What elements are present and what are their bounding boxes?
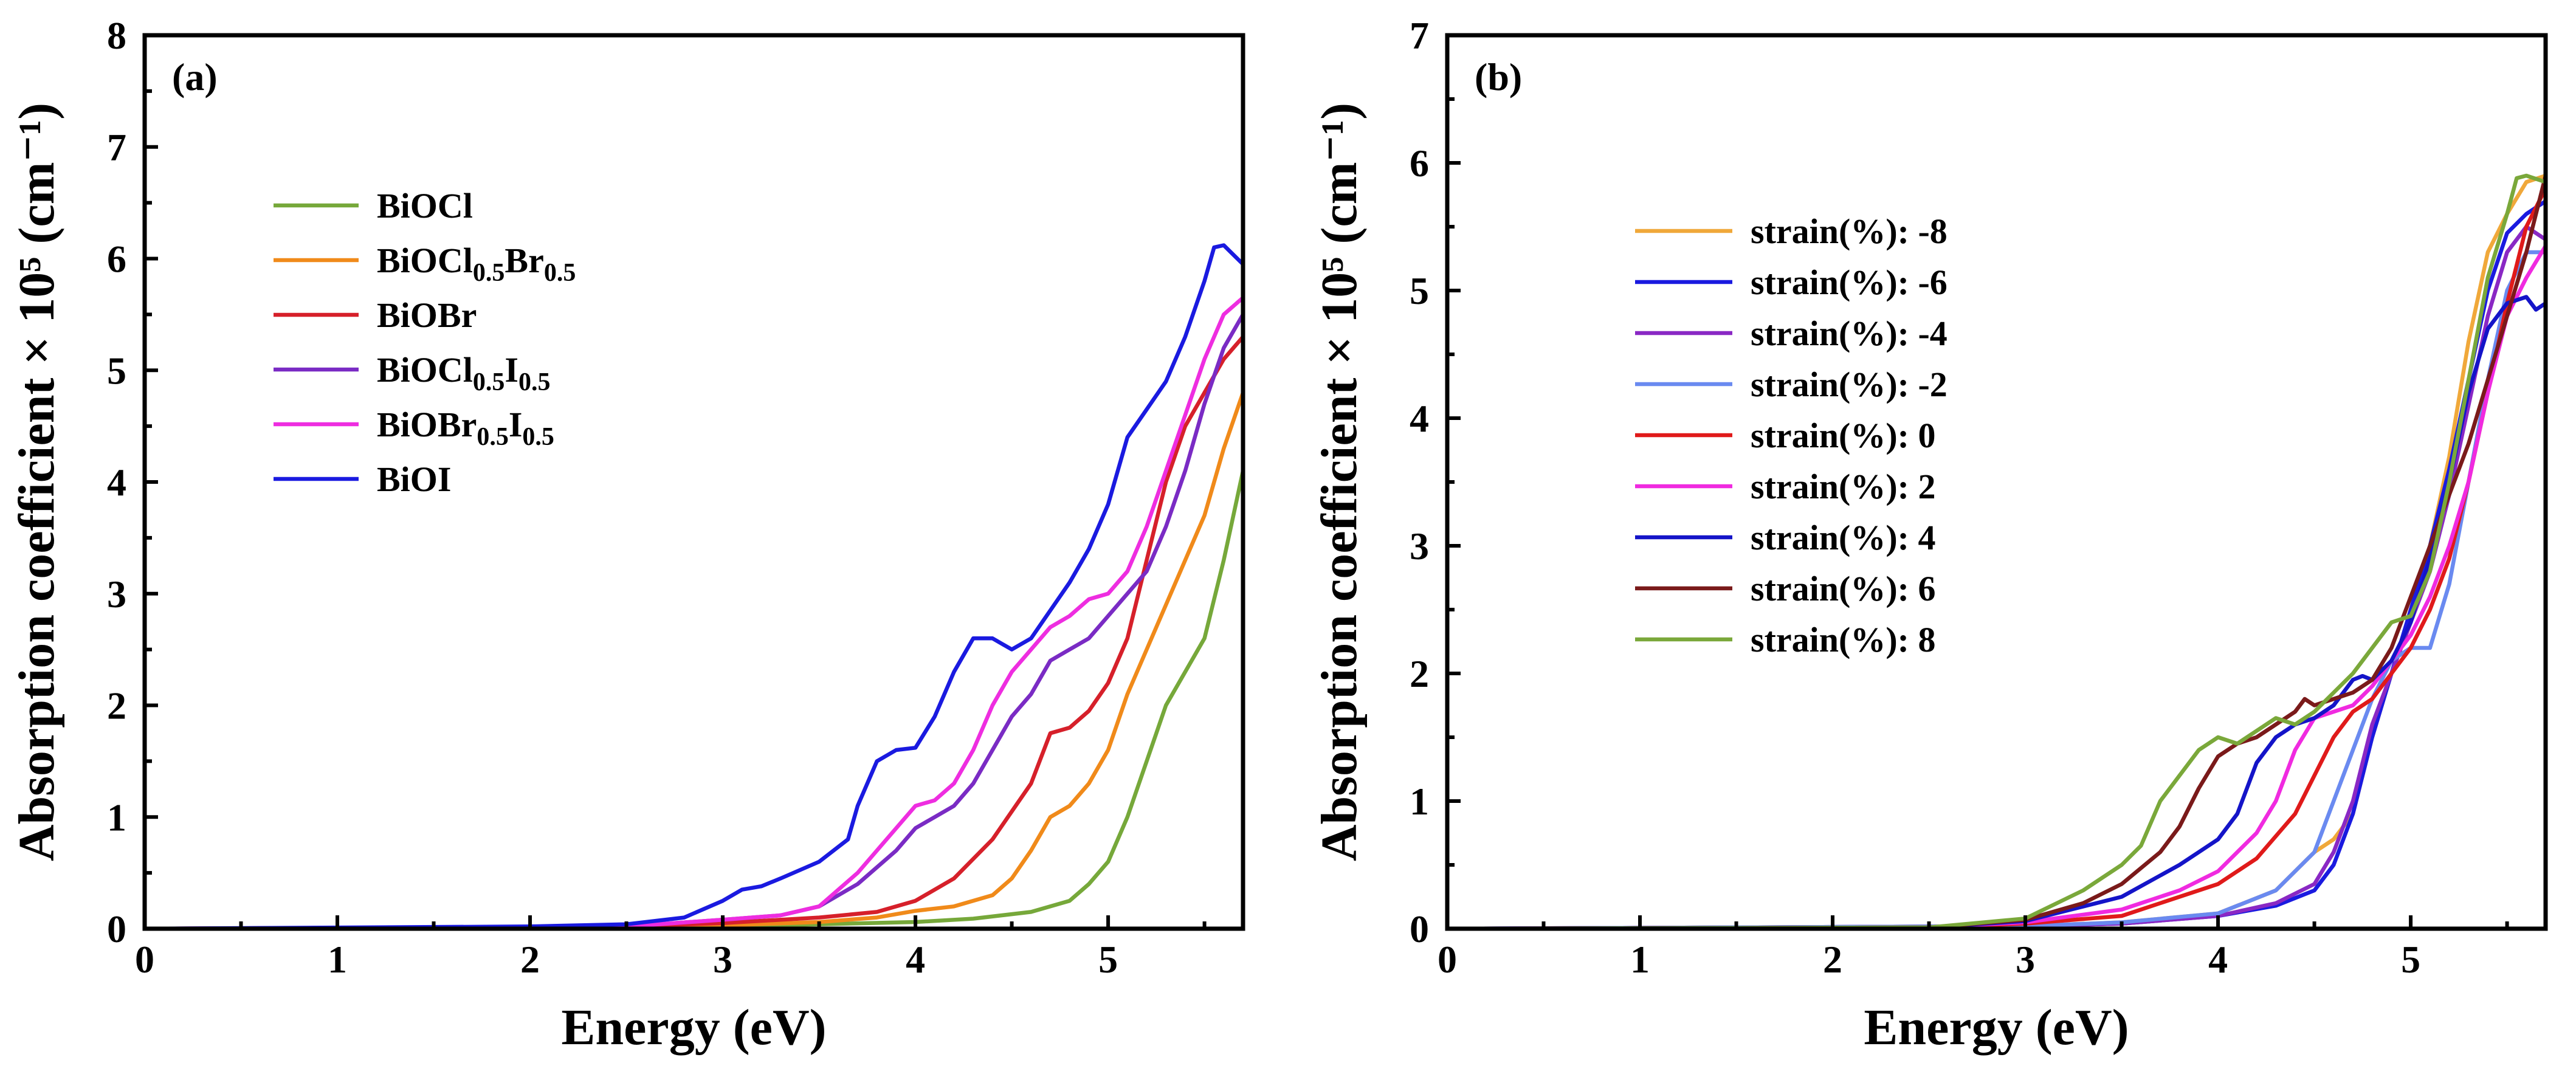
legend: BiOCl BiOCl0.5Br0.5 BiOBr BiOCl0.5I0.5 BiOBr… xyxy=(274,186,576,499)
x-tick-label: 4 xyxy=(2208,938,2228,981)
x-tick-label: 5 xyxy=(2401,938,2420,981)
x-tick-label: 0 xyxy=(135,938,154,981)
y-tick-label: 6 xyxy=(107,238,126,281)
legend-item: strain(%): 2 xyxy=(1635,467,1935,506)
legend-item: strain(%): 4 xyxy=(1635,518,1935,557)
legend-label: strain(%): 8 xyxy=(1751,620,1935,659)
y-tick-label: 7 xyxy=(107,126,126,169)
series-line-strain-2 xyxy=(1447,244,2546,929)
chart-panel-b: 0 1 2 3 4 5 0 1 2 3 4 5 6 7 Energy (eV) Absorption coef… xyxy=(1311,14,2548,1056)
legend-label: strain(%): -8 xyxy=(1751,212,1947,251)
legend-item: BiOBr xyxy=(274,295,477,335)
x-tick-label: 1 xyxy=(1630,938,1650,981)
y-tick-label: 8 xyxy=(107,14,126,57)
legend-item: BiOBr0.5I0.5 xyxy=(274,405,554,451)
series-line-strain--2 xyxy=(1447,250,2546,929)
y-tick-label: 0 xyxy=(1410,907,1429,951)
legend-item: strain(%): 8 xyxy=(1635,620,1935,659)
x-tick-label: 3 xyxy=(2016,938,2035,981)
y-tick-label: 2 xyxy=(1410,652,1429,695)
y-tick-label: 6 xyxy=(1410,142,1429,185)
legend-item: strain(%): -8 xyxy=(1635,212,1947,251)
series-line-strain-6 xyxy=(1447,173,2546,929)
legend-label: BiOCl0.5Br0.5 xyxy=(377,241,576,287)
legend-item: BiOCl0.5I0.5 xyxy=(274,350,551,396)
legend-item: strain(%): 6 xyxy=(1635,569,1935,608)
series-line-BiOCl0-5I0-5 xyxy=(145,312,1243,929)
y-tick-label: 3 xyxy=(1410,525,1429,568)
legend-label: strain(%): 6 xyxy=(1751,569,1935,608)
series-lines xyxy=(1447,173,2546,929)
x-tick-label: 2 xyxy=(1823,938,1842,981)
legend-item: strain(%): -2 xyxy=(1635,365,1947,404)
y-tick-label: 3 xyxy=(107,573,126,616)
series-line-strain-4 xyxy=(1447,295,2546,929)
y-tick-label: 1 xyxy=(1410,780,1429,823)
series-line-BiOCl xyxy=(145,469,1243,929)
y-tick-label: 5 xyxy=(1410,269,1429,312)
x-axis-title: Energy (eV) xyxy=(1864,999,2129,1056)
legend-item: strain(%): -6 xyxy=(1635,263,1947,302)
series-line-strain-8 xyxy=(1447,173,2546,929)
y-axis-title: Absorption coefficient × 10⁵ (cm⁻¹) xyxy=(1311,103,1368,861)
y-axis-title: Absorption coefficient × 10⁵ (cm⁻¹) xyxy=(9,103,65,861)
y-tick-label: 1 xyxy=(107,796,126,839)
panel-label: (a) xyxy=(172,55,218,98)
series-line-BiOI xyxy=(145,243,1243,929)
legend-item: strain(%): 0 xyxy=(1635,416,1935,455)
y-tick-label: 5 xyxy=(107,349,126,392)
panel-label: (b) xyxy=(1475,55,1522,98)
series-line-strain--6 xyxy=(1447,199,2546,929)
y-tick-label: 2 xyxy=(107,684,126,728)
legend-label: strain(%): -4 xyxy=(1751,314,1947,353)
legend-label: strain(%): 2 xyxy=(1751,467,1935,506)
x-tick-label: 4 xyxy=(906,938,925,981)
x-tick-label: 2 xyxy=(520,938,540,981)
series-line-strain--4 xyxy=(1447,224,2546,929)
x-tick-label: 3 xyxy=(713,938,732,981)
series-lines xyxy=(145,243,1243,929)
legend-label: strain(%): -2 xyxy=(1751,365,1947,404)
legend-label: BiOBr xyxy=(377,295,477,335)
legend-label: strain(%): -6 xyxy=(1751,263,1947,302)
plot-frame xyxy=(1445,33,2548,931)
legend-label: BiOBr0.5I0.5 xyxy=(377,405,554,451)
legend-label: BiOCl0.5I0.5 xyxy=(377,350,551,396)
y-tick-label: 0 xyxy=(107,907,126,951)
y-tick-label: 4 xyxy=(1410,397,1429,440)
series-line-BiOBr0-5I0-5 xyxy=(145,295,1243,929)
legend-item: BiOI xyxy=(274,459,452,499)
legend: strain(%): -8 strain(%): -6 strain(%): -4 s… xyxy=(1635,212,1947,659)
y-tick-label: 7 xyxy=(1410,14,1429,57)
x-tick-label: 1 xyxy=(328,938,347,981)
legend-item: BiOCl0.5Br0.5 xyxy=(274,241,576,287)
series-line-strain--8 xyxy=(1447,173,2546,929)
x-tick-label: 5 xyxy=(1098,938,1118,981)
legend-item: strain(%): -4 xyxy=(1635,314,1947,353)
legend-label: BiOCl xyxy=(377,186,473,225)
x-tick-label: 0 xyxy=(1438,938,1457,981)
y-tick-label: 4 xyxy=(107,461,126,504)
series-line-BiOCl0-5Br0-5 xyxy=(145,390,1243,929)
legend-label: BiOI xyxy=(377,459,452,499)
chart-panel-a: 0 1 2 3 4 5 0 1 2 3 4 5 6 7 8 Energy (eV) Absorption coe… xyxy=(9,14,1245,1056)
legend-label: strain(%): 4 xyxy=(1751,518,1935,557)
legend-item: BiOCl xyxy=(274,186,473,225)
series-line-BiOBr xyxy=(145,334,1243,929)
legend-label: strain(%): 0 xyxy=(1751,416,1935,455)
x-axis-title: Energy (eV) xyxy=(561,999,826,1056)
series-line-strain-0 xyxy=(1447,186,2546,929)
